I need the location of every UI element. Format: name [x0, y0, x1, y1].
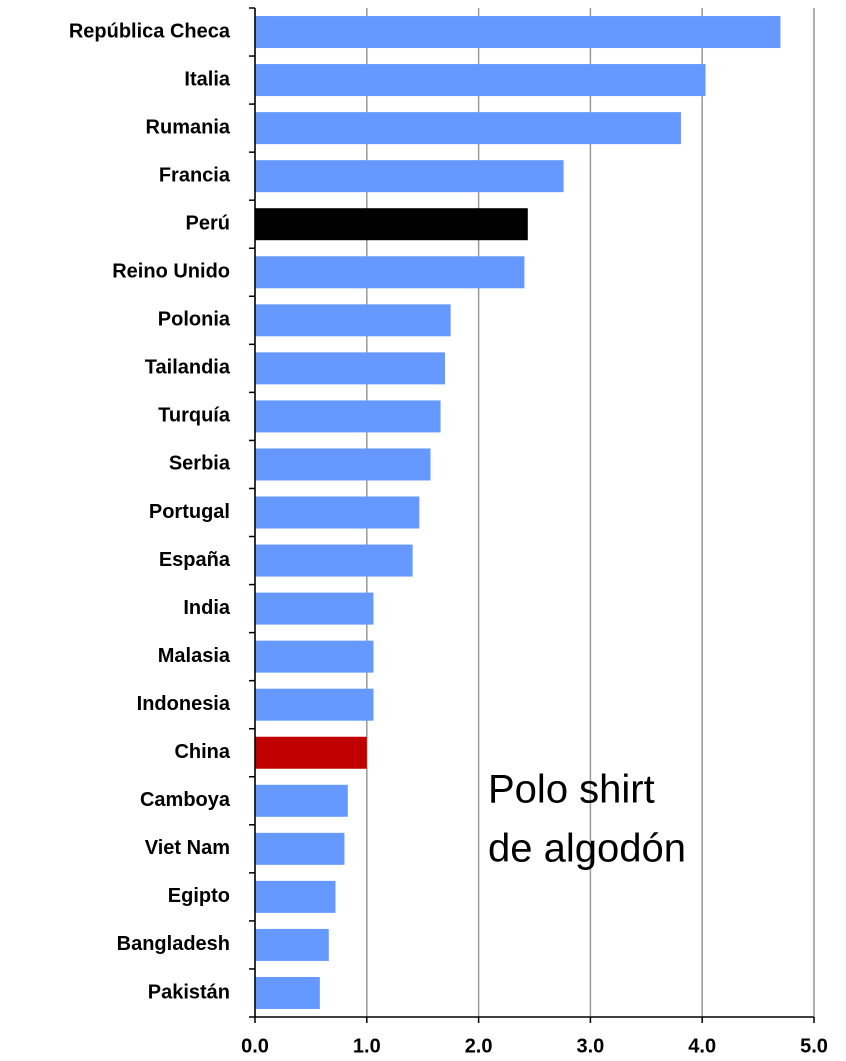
- y-tick-label: Perú: [186, 212, 230, 234]
- x-tick-label: 1.0: [353, 1035, 381, 1057]
- bar: [255, 544, 413, 577]
- y-tick-label: Portugal: [149, 501, 230, 523]
- y-tick-label: Rumania: [146, 116, 231, 138]
- bar: [255, 352, 446, 385]
- x-tick-label: 4.0: [688, 1035, 716, 1057]
- bar: [255, 688, 374, 721]
- bar: [255, 592, 374, 625]
- y-tick-label: India: [183, 597, 231, 619]
- y-tick-label: Reino Unido: [112, 261, 230, 283]
- bar: [255, 448, 431, 481]
- bar: [255, 784, 348, 817]
- y-tick-label: Tailandia: [145, 357, 231, 379]
- y-tick-label: Bangladesh: [117, 933, 230, 955]
- y-tick-label: Pakistán: [148, 981, 230, 1003]
- bar: [255, 736, 367, 769]
- y-tick-label: Francia: [159, 164, 231, 186]
- bar: [255, 880, 336, 913]
- x-tick-label: 0.0: [241, 1035, 269, 1057]
- y-tick-label: Italia: [184, 68, 230, 90]
- bar: [255, 256, 525, 289]
- bar: [255, 928, 329, 961]
- bar: [255, 976, 320, 1009]
- y-tick-label: Indonesia: [137, 693, 231, 715]
- annotation-line: Polo shirt: [488, 768, 655, 812]
- bar: [255, 400, 441, 433]
- y-tick-label: República Checa: [69, 20, 231, 42]
- y-tick-label: Egipto: [168, 885, 230, 907]
- annotation-line: de algodón: [488, 827, 686, 871]
- bar: [255, 832, 345, 865]
- bar: [255, 304, 451, 337]
- y-tick-label: Serbia: [169, 453, 231, 475]
- y-tick-label: España: [159, 549, 231, 571]
- bar: [255, 640, 374, 673]
- x-tick-label: 3.0: [576, 1035, 604, 1057]
- y-tick-label: Viet Nam: [145, 837, 230, 859]
- bar: [255, 208, 528, 241]
- x-tick-label: 2.0: [465, 1035, 493, 1057]
- y-tick-label: China: [174, 741, 230, 763]
- bar: [255, 160, 564, 193]
- bar: [255, 16, 781, 49]
- y-tick-label: Camboya: [140, 789, 231, 811]
- x-tick-label: 5.0: [800, 1035, 828, 1057]
- y-tick-label: Malasia: [158, 645, 231, 667]
- y-tick-label: Turquía: [158, 405, 231, 427]
- bar: [255, 496, 420, 529]
- bar: [255, 64, 706, 97]
- y-tick-label: Polonia: [158, 309, 231, 331]
- bar: [255, 112, 681, 145]
